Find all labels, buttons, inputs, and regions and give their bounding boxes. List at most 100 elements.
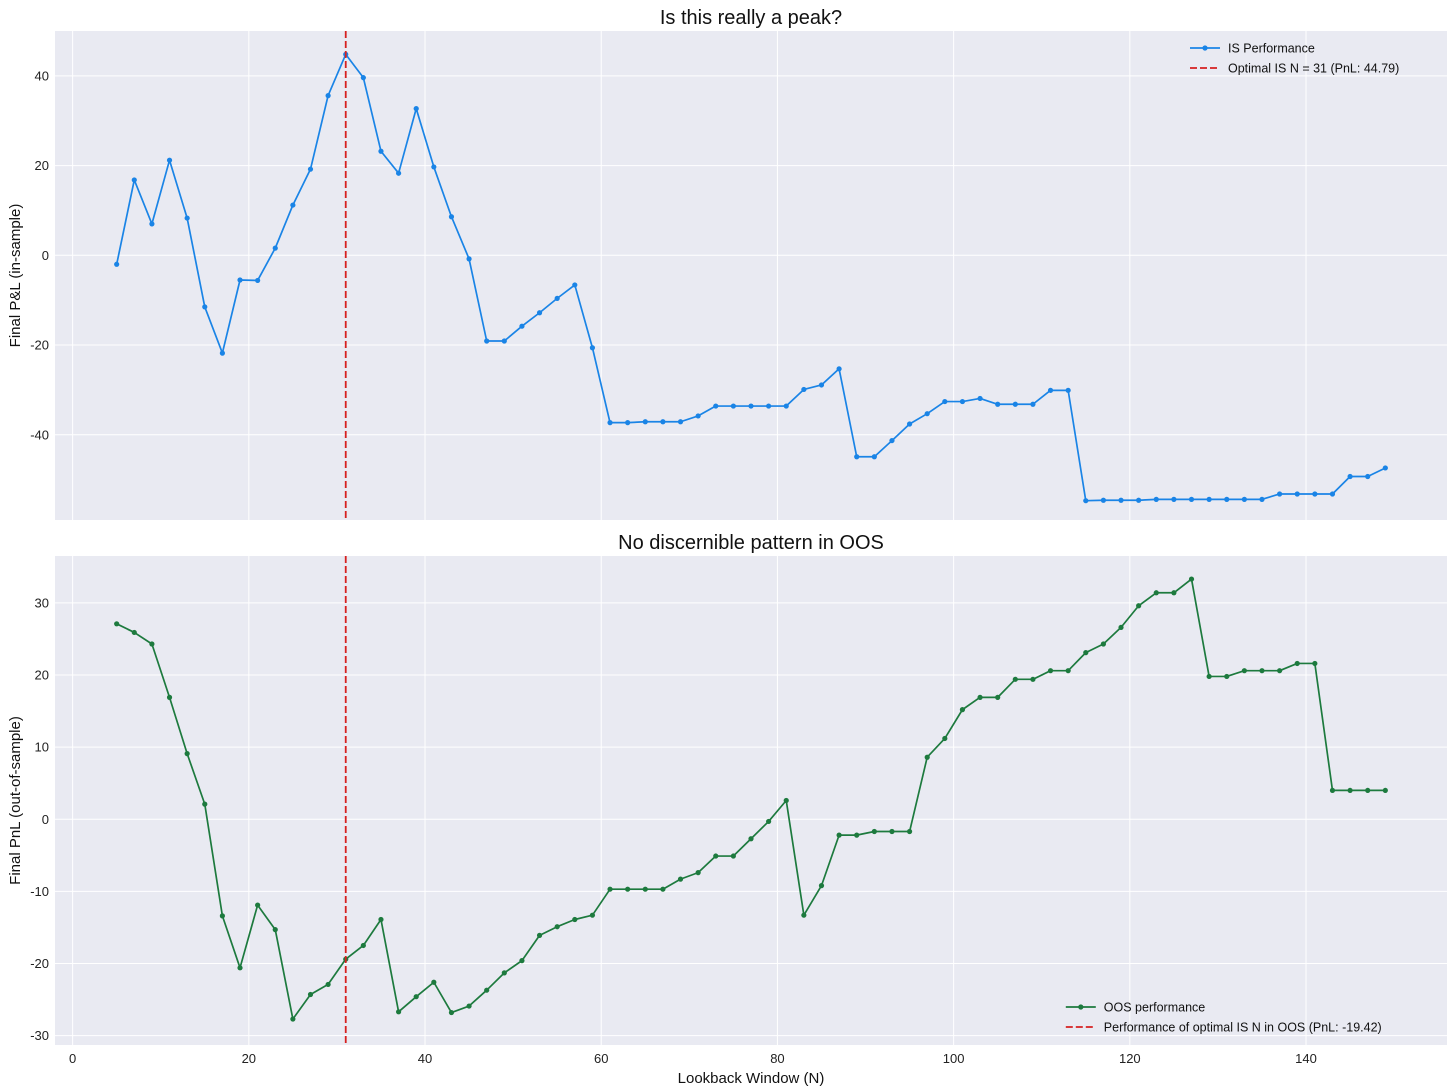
data-point (871, 828, 877, 835)
data-point (1153, 590, 1159, 596)
data-point (1259, 668, 1265, 674)
x-tick-label: 40 (418, 1051, 432, 1066)
data-point (501, 970, 507, 976)
panel-1: 40 20 0 -20 -40 Is this really a peak? Final P… (7, 7, 1447, 520)
data-point (1206, 496, 1212, 502)
y-tick-label: -20 (30, 338, 49, 353)
data-point (924, 411, 930, 417)
data-point (1312, 660, 1318, 667)
data-point (1312, 491, 1318, 497)
data-point (149, 221, 155, 227)
y-tick-label: 10 (35, 740, 49, 755)
data-point (572, 916, 578, 923)
y-axis-label: Final PnL (out-of-sample) (7, 716, 24, 885)
y-tick-label: -30 (30, 1028, 49, 1043)
data-point (1347, 787, 1353, 794)
data-point (695, 870, 701, 876)
y-tick-label: 20 (35, 668, 49, 683)
data-point (395, 1009, 402, 1015)
chart-title: Is this really a peak? (660, 7, 842, 29)
data-point (1047, 668, 1054, 674)
data-point (748, 403, 754, 409)
data-point (1224, 496, 1230, 502)
data-point (589, 912, 596, 918)
data-point (783, 797, 789, 804)
data-point (448, 1009, 455, 1016)
data-point (536, 932, 543, 938)
legend-label: Performance of optimal IS N in OOS (PnL:… (1104, 1021, 1382, 1035)
data-point (237, 965, 243, 971)
data-point (149, 641, 155, 647)
data-point (290, 1016, 296, 1022)
data-point (395, 170, 402, 176)
data-point (1294, 660, 1300, 667)
data-point (1188, 496, 1195, 502)
y-tick-label: 20 (35, 158, 49, 173)
data-point (413, 994, 419, 1000)
data-point (1100, 641, 1107, 647)
data-point (114, 261, 120, 267)
x-tick-label: 100 (943, 1051, 965, 1066)
data-point (801, 386, 807, 393)
data-point (1241, 496, 1247, 502)
data-point (977, 395, 983, 402)
data-point (818, 883, 825, 889)
data-point (572, 282, 578, 288)
legend-swatch-marker (1202, 45, 1208, 51)
data-point (1153, 496, 1159, 502)
data-point (466, 256, 472, 262)
x-axis-label: Lookback Window (N) (678, 1070, 825, 1087)
data-point (1329, 491, 1336, 497)
data-point (906, 828, 913, 835)
data-point (1329, 787, 1336, 794)
data-point (836, 366, 842, 372)
data-point (766, 403, 772, 409)
data-point (202, 304, 208, 310)
data-point (1171, 590, 1177, 596)
data-point (942, 398, 948, 405)
data-point (1188, 576, 1195, 582)
data-point (219, 350, 225, 356)
data-point (942, 735, 948, 742)
data-point (1030, 676, 1036, 682)
data-point (378, 148, 384, 154)
data-point (413, 106, 419, 112)
data-point (307, 166, 314, 172)
data-point (713, 403, 719, 409)
data-point (995, 401, 1001, 407)
y-axis-label: Final P&L (in-sample) (7, 204, 24, 348)
data-point (1030, 401, 1036, 407)
data-point (166, 157, 173, 163)
data-point (237, 277, 243, 283)
data-point (378, 916, 384, 923)
data-point (854, 832, 860, 838)
x-tick-label: 120 (1119, 1051, 1141, 1066)
data-point (1277, 668, 1283, 674)
data-point (1065, 668, 1071, 674)
data-point (995, 694, 1001, 700)
legend-label: Optimal IS N = 31 (PnL: 44.79) (1228, 62, 1399, 76)
data-point (219, 913, 225, 919)
data-point (554, 924, 560, 930)
data-point (255, 902, 261, 908)
data-point (713, 853, 719, 859)
data-point (1347, 473, 1353, 480)
data-point (501, 338, 507, 344)
data-point (431, 164, 437, 170)
data-point (871, 454, 877, 460)
data-point (1294, 491, 1300, 497)
data-point (589, 345, 596, 351)
data-point (360, 942, 366, 949)
x-tick-label: 140 (1295, 1051, 1317, 1066)
data-point (131, 177, 137, 183)
data-point (1241, 668, 1247, 674)
data-point (801, 912, 807, 918)
data-point (1100, 497, 1107, 503)
data-point (184, 751, 190, 757)
data-point (959, 707, 966, 713)
data-point (677, 876, 684, 882)
data-point (325, 981, 331, 988)
data-point (114, 621, 120, 627)
data-point (695, 413, 701, 419)
